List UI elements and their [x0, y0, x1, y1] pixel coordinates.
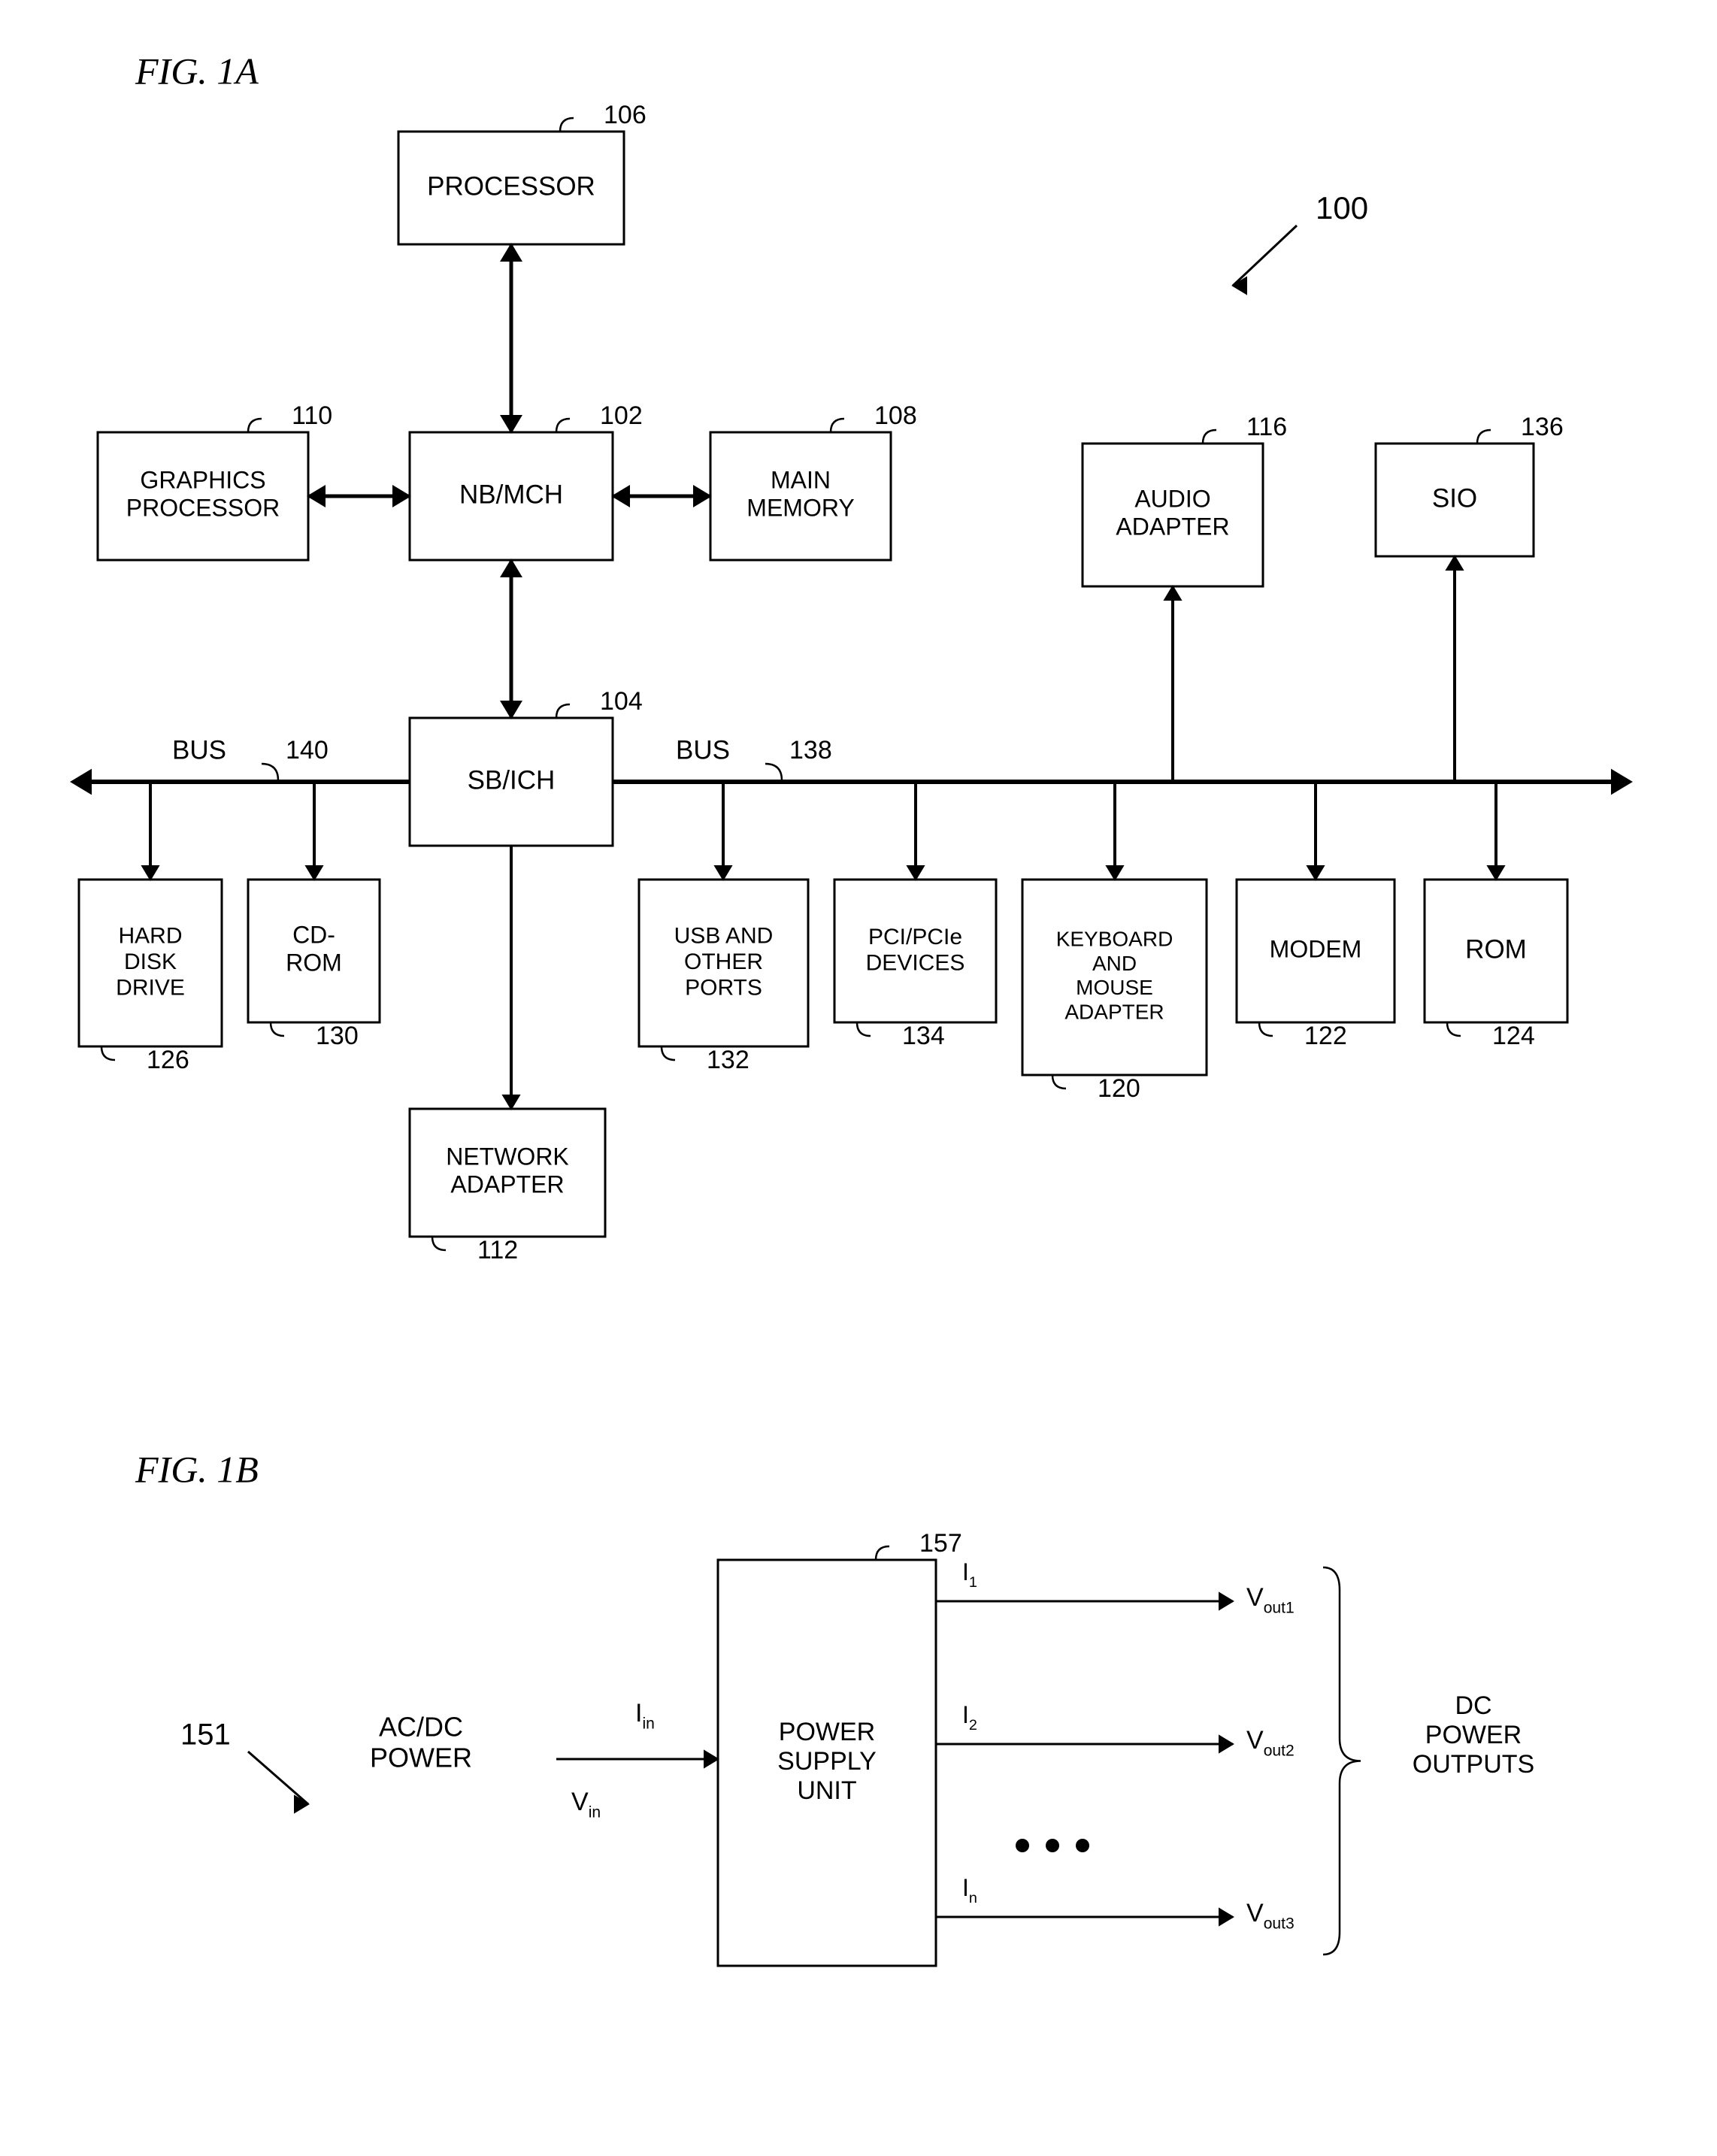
bus-label-right: BUS [676, 735, 730, 765]
arrowhead [1219, 1909, 1233, 1925]
arrowhead [503, 1095, 519, 1109]
ref-hook [765, 764, 782, 780]
arrowhead [715, 866, 731, 880]
ref-hook [1052, 1075, 1066, 1089]
ref-hook [1259, 1022, 1273, 1036]
box-graphics-label: GRAPHICSPROCESSOR [126, 467, 280, 522]
box-modem-label: MODEM [1270, 935, 1362, 962]
ref-hook [831, 419, 844, 432]
ref-number: 116 [1246, 413, 1287, 441]
arrowhead [308, 486, 325, 506]
ref-number: 134 [902, 1022, 945, 1050]
arrowhead [71, 770, 91, 793]
arrowhead [1488, 866, 1504, 880]
ref-100: 100 [1316, 190, 1368, 226]
ref-number: 112 [477, 1236, 518, 1264]
box-network-label: NETWORKADAPTER [446, 1143, 569, 1198]
ref-hook [432, 1237, 446, 1250]
box-hdd-label: HARDDISKDRIVE [116, 923, 185, 1000]
ref-number: 102 [600, 401, 643, 430]
ref-number: 140 [286, 736, 329, 765]
ref-number: 132 [707, 1046, 749, 1074]
box-usb-label: USB ANDOTHERPORTS [674, 923, 774, 1000]
sublabel: Iin [635, 1699, 655, 1733]
ref-hook [248, 419, 262, 432]
arrowhead [1612, 770, 1631, 793]
arrowhead [1307, 866, 1324, 880]
ref-number: 120 [1098, 1074, 1140, 1103]
sublabel: In [962, 1874, 977, 1906]
arrowhead [613, 486, 629, 506]
ellipsis-dot [1016, 1839, 1029, 1852]
acdc-label: AC/DCPOWER [370, 1711, 472, 1773]
arrowhead [1219, 1736, 1233, 1752]
arrowhead [694, 486, 710, 506]
sublabel: I1 [962, 1558, 977, 1591]
ref-hook [560, 118, 574, 132]
fig-1a-title: FIG. 1A [135, 50, 259, 92]
bus-label-left: BUS [172, 735, 226, 765]
arrowhead [1107, 866, 1123, 880]
box-nbmch-label: NB/MCH [459, 480, 563, 509]
box-pci-label: PCI/PCIeDEVICES [866, 925, 965, 976]
arrowhead [1219, 1593, 1233, 1609]
arrowhead [704, 1751, 718, 1767]
sublabel: I2 [962, 1701, 977, 1734]
ref-hook [556, 704, 570, 718]
ref-hook [1477, 430, 1491, 444]
arrowhead [306, 866, 323, 880]
sublabel: Vout1 [1246, 1583, 1295, 1617]
ref-number: 110 [292, 401, 332, 430]
ref-hook [271, 1022, 284, 1036]
ref-hook [1447, 1022, 1461, 1036]
sublabel: Vout3 [1246, 1899, 1295, 1933]
connector [248, 1752, 308, 1804]
arrowhead [501, 701, 521, 718]
connector [1233, 226, 1297, 286]
ref-number: 124 [1492, 1022, 1535, 1050]
sublabel: Vin [571, 1788, 601, 1821]
box-sio-label: SIO [1432, 483, 1477, 513]
ref-number: 138 [789, 736, 832, 765]
ref-number: 106 [604, 101, 647, 129]
arrowhead [501, 560, 521, 577]
ellipsis-dot [1046, 1839, 1059, 1852]
ref-151: 151 [180, 1718, 231, 1752]
fig-1b-title: FIG. 1B [135, 1448, 259, 1490]
box-cdrom-label: CD-ROM [286, 922, 342, 977]
ref-hook [262, 764, 278, 780]
ref-hook [1203, 430, 1216, 444]
arrowhead [1446, 556, 1463, 570]
dc-outputs-label: DCPOWEROUTPUTS [1413, 1691, 1534, 1779]
ref-number: 108 [874, 401, 917, 430]
ref-hook [662, 1046, 675, 1060]
ref-hook [857, 1022, 871, 1036]
arrowhead [501, 244, 521, 261]
ref-hook [556, 419, 570, 432]
sublabel: Vout2 [1246, 1726, 1295, 1760]
ellipsis-dot [1076, 1839, 1089, 1852]
arrowhead [393, 486, 410, 506]
box-processor-label: PROCESSOR [427, 171, 595, 201]
ref-number: 157 [919, 1529, 962, 1558]
box-sbich-label: SB/ICH [468, 765, 556, 795]
ref-number: 104 [600, 687, 643, 716]
ref-number: 136 [1521, 413, 1564, 441]
arrowhead [142, 866, 159, 880]
arrowhead [907, 866, 924, 880]
ref-number: 126 [147, 1046, 189, 1074]
ref-number: 130 [316, 1022, 359, 1050]
ref-number: 122 [1304, 1022, 1347, 1050]
ref-hook [101, 1046, 115, 1060]
brace [1323, 1567, 1361, 1955]
arrowhead [1164, 586, 1181, 600]
ref-hook [876, 1546, 889, 1560]
box-rom-label: ROM [1465, 934, 1527, 964]
arrowhead [501, 416, 521, 432]
